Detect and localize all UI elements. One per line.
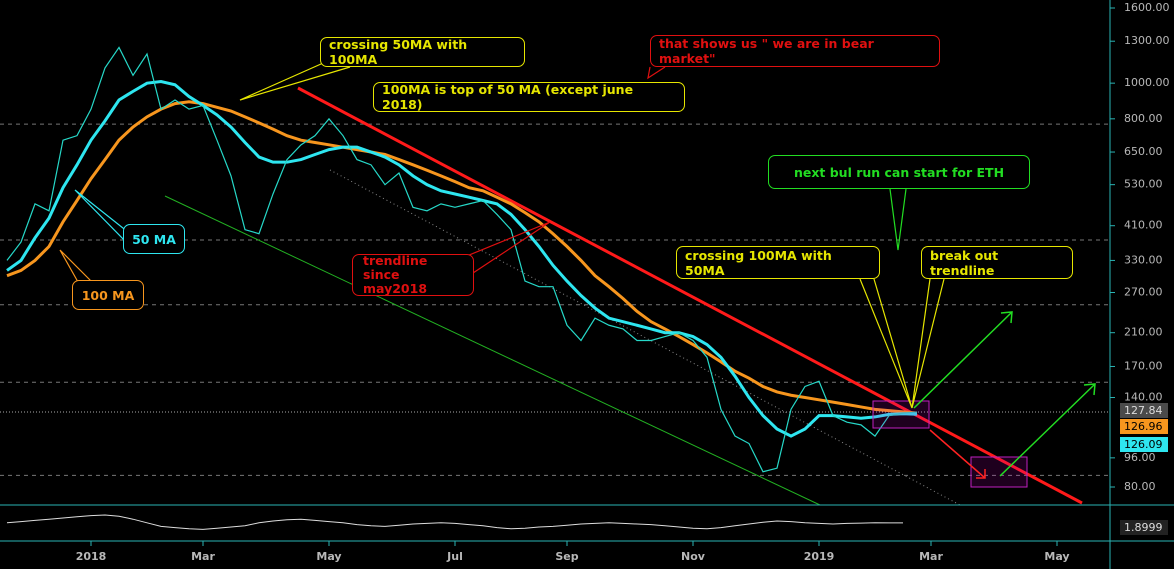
arrow — [929, 429, 986, 479]
pointer — [889, 188, 907, 251]
pointer — [74, 189, 129, 245]
arrow — [913, 311, 1013, 409]
y-tick-label: 1600.00 — [1124, 1, 1170, 14]
annotation: next bul run can start for ETH — [768, 155, 1030, 189]
arrows — [929, 429, 986, 479]
y-tick-label: 410.00 — [1124, 219, 1163, 232]
x-tick-label: May — [1044, 550, 1069, 563]
annotation: crossing 100MA with 50MA — [676, 246, 880, 279]
x-tick-label: Mar — [191, 550, 215, 563]
arrows — [913, 311, 1096, 477]
pointer — [911, 278, 945, 409]
y-tick-label: 1300.00 — [1124, 34, 1170, 47]
x-tick-label: Nov — [681, 550, 706, 563]
arrow — [999, 383, 1096, 477]
series-group — [6, 46, 918, 473]
annotation: trendline since may2018 — [352, 254, 474, 296]
y-tick-label: 96.00 — [1124, 451, 1156, 464]
x-tick-label: Mar — [919, 550, 943, 563]
x-tick-label: Sep — [555, 550, 578, 563]
annotation: crossing 50MA with 100MA — [320, 37, 525, 67]
oscillator-line — [6, 514, 903, 530]
annotation: 100 MA — [72, 280, 144, 310]
annotation: that shows us " we are in bear market" — [650, 35, 940, 67]
x-tick-label: 2019 — [804, 550, 835, 563]
annotation: 100MA is top of 50 MA (except june 2018) — [373, 82, 685, 112]
y-tick-label: 140.00 — [1124, 391, 1163, 404]
pointer — [451, 221, 551, 276]
channel-mid-line — [329, 169, 961, 506]
oscillator-tag: 1.8999 — [1120, 520, 1168, 535]
y-tick-label: 530.00 — [1124, 178, 1163, 191]
x-tick-label: May — [316, 550, 341, 563]
price-tag: 127.84 — [1120, 403, 1168, 418]
arrow-head — [1000, 311, 1013, 324]
axes-group: 80.00 96.00 140.00 170.00 210.00 270.00 330.00… — [76, 1, 1170, 563]
y-tick-label: 650.00 — [1124, 145, 1163, 158]
x-tick-label: Jul — [446, 550, 463, 563]
pointer — [59, 249, 93, 283]
oscillator-group — [6, 514, 903, 530]
arrow-head — [1083, 383, 1096, 396]
y-tick-label: 800.00 — [1124, 112, 1163, 125]
annotation: 50 MA — [123, 224, 185, 254]
channel-line — [164, 195, 821, 506]
y-tick-label: 270.00 — [1124, 286, 1163, 299]
ma-line — [6, 80, 918, 438]
annotation: break out trendline — [921, 246, 1073, 279]
y-tick-label: 210.00 — [1124, 326, 1163, 339]
y-tick-label: 170.00 — [1124, 359, 1163, 372]
highlight-box — [872, 400, 930, 429]
ma-line — [6, 100, 918, 415]
grid — [0, 123, 1110, 476]
highlight-box — [970, 456, 1028, 488]
arrow-head — [976, 469, 986, 479]
price-line — [6, 46, 918, 473]
callout-pointers — [59, 59, 945, 409]
x-tick-label: 2018 — [76, 550, 107, 563]
y-tick-label: 80.00 — [1124, 480, 1156, 493]
pointer — [647, 66, 666, 80]
trendline — [297, 86, 1083, 505]
pointer — [239, 59, 351, 101]
y-tick-label: 1000.00 — [1124, 76, 1170, 89]
y-tick-label: 330.00 — [1124, 253, 1163, 266]
price-tag: 126.09 — [1120, 437, 1168, 452]
price-tag: 126.96 — [1120, 419, 1168, 434]
